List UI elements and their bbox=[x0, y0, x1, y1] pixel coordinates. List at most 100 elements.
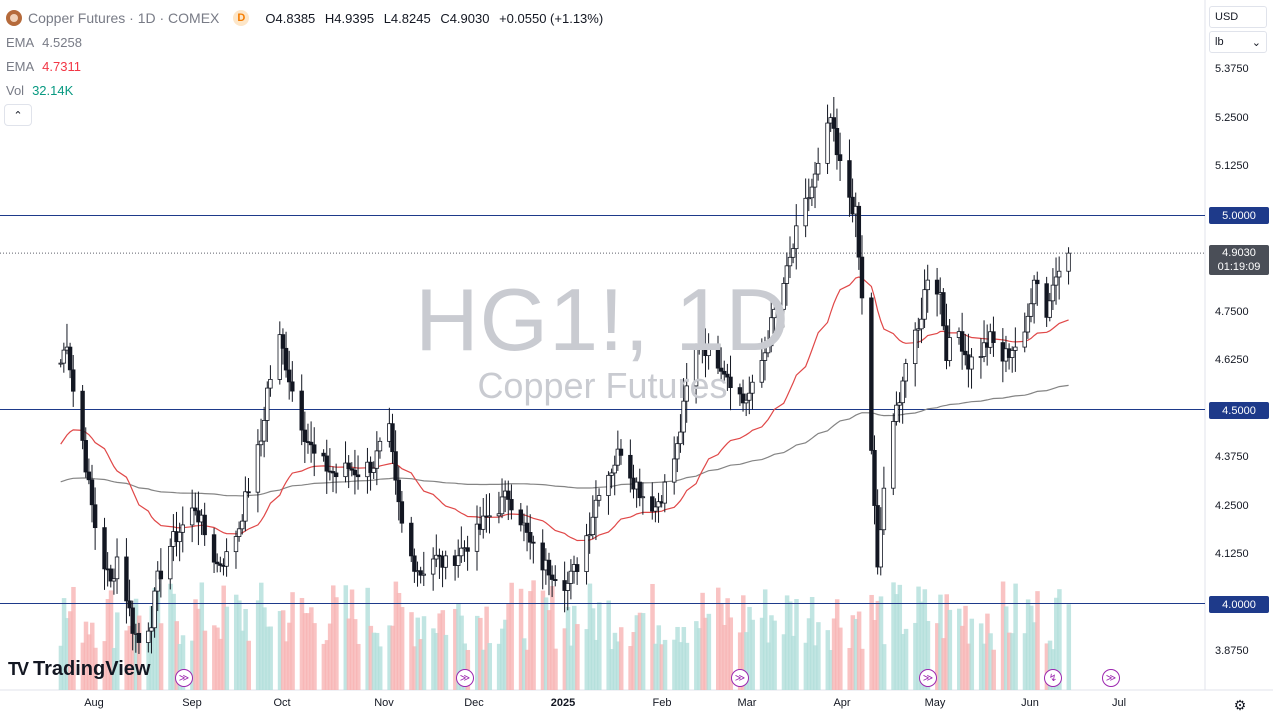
volume-bar bbox=[957, 608, 962, 690]
candle-body bbox=[925, 279, 930, 291]
volume-bar bbox=[941, 638, 946, 690]
volume-bar bbox=[919, 601, 924, 690]
candle-body bbox=[67, 346, 73, 371]
candle-body bbox=[277, 334, 282, 380]
volume-bar bbox=[196, 608, 201, 690]
volume-bar bbox=[565, 606, 571, 690]
candle-body bbox=[593, 499, 599, 518]
candle-body bbox=[963, 350, 968, 356]
volume-bar bbox=[966, 643, 971, 690]
volume-bar bbox=[722, 624, 727, 690]
volume-bar bbox=[487, 643, 493, 690]
volume-bar bbox=[772, 620, 777, 690]
volume-bar bbox=[474, 615, 480, 690]
volume-bar bbox=[612, 632, 618, 690]
candle-body bbox=[787, 256, 793, 267]
currency-select[interactable]: USD bbox=[1209, 6, 1267, 28]
candle-body bbox=[959, 331, 965, 352]
candle-body bbox=[872, 450, 877, 506]
last-price-tag: 4.9030 01:19:09 bbox=[1209, 245, 1269, 275]
candle-body bbox=[737, 387, 743, 395]
settings-gear-icon[interactable]: ⚙ bbox=[1233, 697, 1247, 713]
candle-body bbox=[878, 529, 883, 568]
volume-bar bbox=[124, 630, 129, 690]
candle-body bbox=[969, 356, 974, 370]
volume-bar bbox=[684, 642, 690, 690]
volume-bar bbox=[327, 623, 333, 690]
candle-body bbox=[847, 160, 852, 198]
volume-area bbox=[58, 580, 1072, 690]
volume-bar bbox=[1029, 605, 1034, 690]
time-tick-label: Sep bbox=[182, 697, 202, 709]
ema-slow-row[interactable]: EMA 4.5258 bbox=[6, 32, 603, 52]
candle-body bbox=[765, 345, 771, 354]
candle-body bbox=[240, 520, 245, 530]
candle-body bbox=[308, 441, 314, 446]
ema-fast-row[interactable]: EMA 4.7311 bbox=[6, 56, 603, 76]
candle-body bbox=[812, 173, 818, 188]
volume-bar bbox=[277, 611, 283, 690]
lightning-event-icon[interactable]: ↯ bbox=[1044, 669, 1062, 687]
symbol-title[interactable]: Copper Futures · 1D · COMEX bbox=[28, 10, 220, 26]
volume-row[interactable]: Vol 32.14K bbox=[6, 80, 603, 100]
event-marker-icon[interactable]: ≫ bbox=[1102, 669, 1120, 687]
candle-body bbox=[127, 600, 132, 609]
volume-bar bbox=[894, 594, 899, 690]
volume-bar bbox=[93, 647, 98, 690]
candle-body bbox=[762, 352, 768, 361]
price-tick-label: 5.3750 bbox=[1215, 63, 1249, 75]
candle-body bbox=[524, 522, 530, 533]
volume-bar bbox=[728, 617, 734, 690]
volume-bar bbox=[130, 633, 136, 690]
candle-body bbox=[781, 283, 786, 310]
candle-body bbox=[92, 504, 98, 529]
unit-select[interactable]: lb ⌄ bbox=[1209, 31, 1267, 53]
time-tick-label: Apr bbox=[833, 697, 851, 709]
event-marker-icon[interactable]: ≫ bbox=[175, 669, 193, 687]
candle-body bbox=[825, 122, 830, 164]
volume-bar bbox=[202, 630, 208, 690]
ema-slow-value: 4.5258 bbox=[42, 34, 82, 50]
volume-bar bbox=[1057, 589, 1062, 690]
tradingview-logo[interactable]: TV TradingView bbox=[8, 658, 150, 681]
time-tick-label: Jun bbox=[1021, 697, 1039, 709]
candle-body bbox=[681, 400, 686, 433]
volume-bar bbox=[265, 626, 270, 690]
unit-selectors: USD lb ⌄ bbox=[1209, 6, 1267, 56]
volume-bar bbox=[587, 583, 593, 690]
volume-bar bbox=[496, 643, 502, 690]
volume-bar bbox=[371, 632, 377, 690]
delayed-data-badge[interactable]: D bbox=[233, 10, 250, 26]
volume-bar bbox=[875, 600, 881, 690]
volume-bar bbox=[825, 630, 831, 690]
volume-bar bbox=[653, 643, 658, 690]
volume-bar bbox=[634, 615, 640, 690]
candle-body bbox=[330, 471, 336, 474]
candle-body bbox=[136, 632, 142, 643]
symbol-row[interactable]: Copper Futures · 1D · COMEX D O4.8385 H4… bbox=[6, 8, 603, 28]
volume-bar bbox=[243, 609, 248, 690]
candle-body bbox=[590, 516, 595, 535]
event-marker-icon[interactable]: ≫ bbox=[456, 669, 474, 687]
event-marker-icon[interactable]: ≫ bbox=[919, 669, 937, 687]
event-marker-icon[interactable]: ≫ bbox=[731, 669, 749, 687]
candle-body bbox=[146, 630, 151, 643]
volume-bar bbox=[174, 621, 180, 690]
volume-bar bbox=[872, 619, 877, 690]
candle-body bbox=[772, 308, 777, 319]
candle-body bbox=[180, 524, 185, 533]
volume-bar bbox=[550, 586, 555, 690]
volume-bar bbox=[484, 606, 489, 690]
collapse-legend-button[interactable]: ⌃ bbox=[4, 104, 32, 126]
volume-bar bbox=[672, 639, 677, 690]
volume-bar bbox=[331, 585, 336, 690]
volume-bar bbox=[1047, 640, 1053, 690]
volume-bar bbox=[240, 630, 245, 690]
volume-bar bbox=[312, 623, 317, 690]
candle-body bbox=[1010, 350, 1015, 358]
volume-bar bbox=[575, 624, 580, 690]
candle-body bbox=[456, 555, 461, 566]
volume-bar bbox=[440, 610, 446, 690]
candle-body bbox=[1056, 270, 1062, 278]
